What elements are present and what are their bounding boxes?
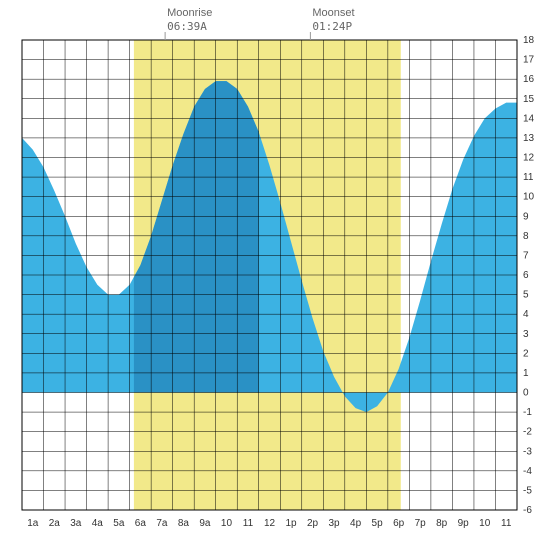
svg-text:11: 11 bbox=[501, 518, 512, 529]
moonrise-annotation: Moonrise 06:39A bbox=[167, 6, 212, 35]
tide-chart: -6-5-4-3-2-10123456789101112131415161718… bbox=[0, 0, 550, 550]
svg-text:17: 17 bbox=[523, 55, 535, 66]
svg-text:10: 10 bbox=[221, 518, 233, 529]
svg-text:6: 6 bbox=[523, 270, 529, 281]
moonset-label: Moonset bbox=[312, 6, 354, 20]
svg-text:1a: 1a bbox=[27, 518, 39, 529]
svg-text:0: 0 bbox=[523, 388, 529, 399]
svg-text:11: 11 bbox=[523, 172, 534, 183]
moonrise-label: Moonrise bbox=[167, 6, 212, 20]
svg-text:-1: -1 bbox=[523, 407, 532, 418]
svg-text:4p: 4p bbox=[350, 518, 362, 529]
svg-text:14: 14 bbox=[523, 113, 535, 124]
svg-text:4: 4 bbox=[523, 309, 529, 320]
moonrise-time: 06:39A bbox=[167, 20, 212, 34]
svg-text:2p: 2p bbox=[307, 518, 319, 529]
moonset-annotation: Moonset 01:24P bbox=[312, 6, 354, 35]
svg-text:8p: 8p bbox=[436, 518, 448, 529]
svg-text:7p: 7p bbox=[415, 518, 427, 529]
svg-text:15: 15 bbox=[523, 94, 535, 105]
svg-text:5: 5 bbox=[523, 290, 529, 301]
svg-text:3: 3 bbox=[523, 329, 529, 340]
svg-text:3a: 3a bbox=[70, 518, 82, 529]
svg-text:2a: 2a bbox=[49, 518, 61, 529]
svg-text:8a: 8a bbox=[178, 518, 190, 529]
svg-text:1p: 1p bbox=[285, 518, 297, 529]
svg-text:9: 9 bbox=[523, 211, 529, 222]
moonset-time: 01:24P bbox=[312, 20, 354, 34]
svg-text:-6: -6 bbox=[523, 505, 532, 516]
svg-text:-2: -2 bbox=[523, 427, 532, 438]
svg-text:8: 8 bbox=[523, 231, 529, 242]
svg-text:-4: -4 bbox=[523, 466, 532, 477]
chart-svg: -6-5-4-3-2-10123456789101112131415161718… bbox=[0, 0, 550, 550]
svg-text:9a: 9a bbox=[199, 518, 211, 529]
svg-text:-5: -5 bbox=[523, 485, 532, 496]
svg-text:13: 13 bbox=[523, 133, 535, 144]
svg-text:12: 12 bbox=[523, 153, 535, 164]
svg-text:7: 7 bbox=[523, 250, 529, 261]
svg-text:18: 18 bbox=[523, 35, 535, 46]
svg-text:5p: 5p bbox=[372, 518, 384, 529]
svg-text:5a: 5a bbox=[113, 518, 125, 529]
svg-text:10: 10 bbox=[479, 518, 491, 529]
svg-text:11: 11 bbox=[243, 518, 254, 529]
svg-text:6p: 6p bbox=[393, 518, 405, 529]
svg-text:6a: 6a bbox=[135, 518, 147, 529]
svg-text:10: 10 bbox=[523, 192, 535, 203]
svg-text:4a: 4a bbox=[92, 518, 104, 529]
svg-text:-3: -3 bbox=[523, 446, 532, 457]
svg-text:9p: 9p bbox=[458, 518, 470, 529]
svg-text:12: 12 bbox=[264, 518, 276, 529]
svg-text:7a: 7a bbox=[156, 518, 168, 529]
svg-text:2: 2 bbox=[523, 348, 529, 359]
svg-text:3p: 3p bbox=[329, 518, 341, 529]
svg-text:1: 1 bbox=[523, 368, 529, 379]
svg-text:16: 16 bbox=[523, 74, 535, 85]
